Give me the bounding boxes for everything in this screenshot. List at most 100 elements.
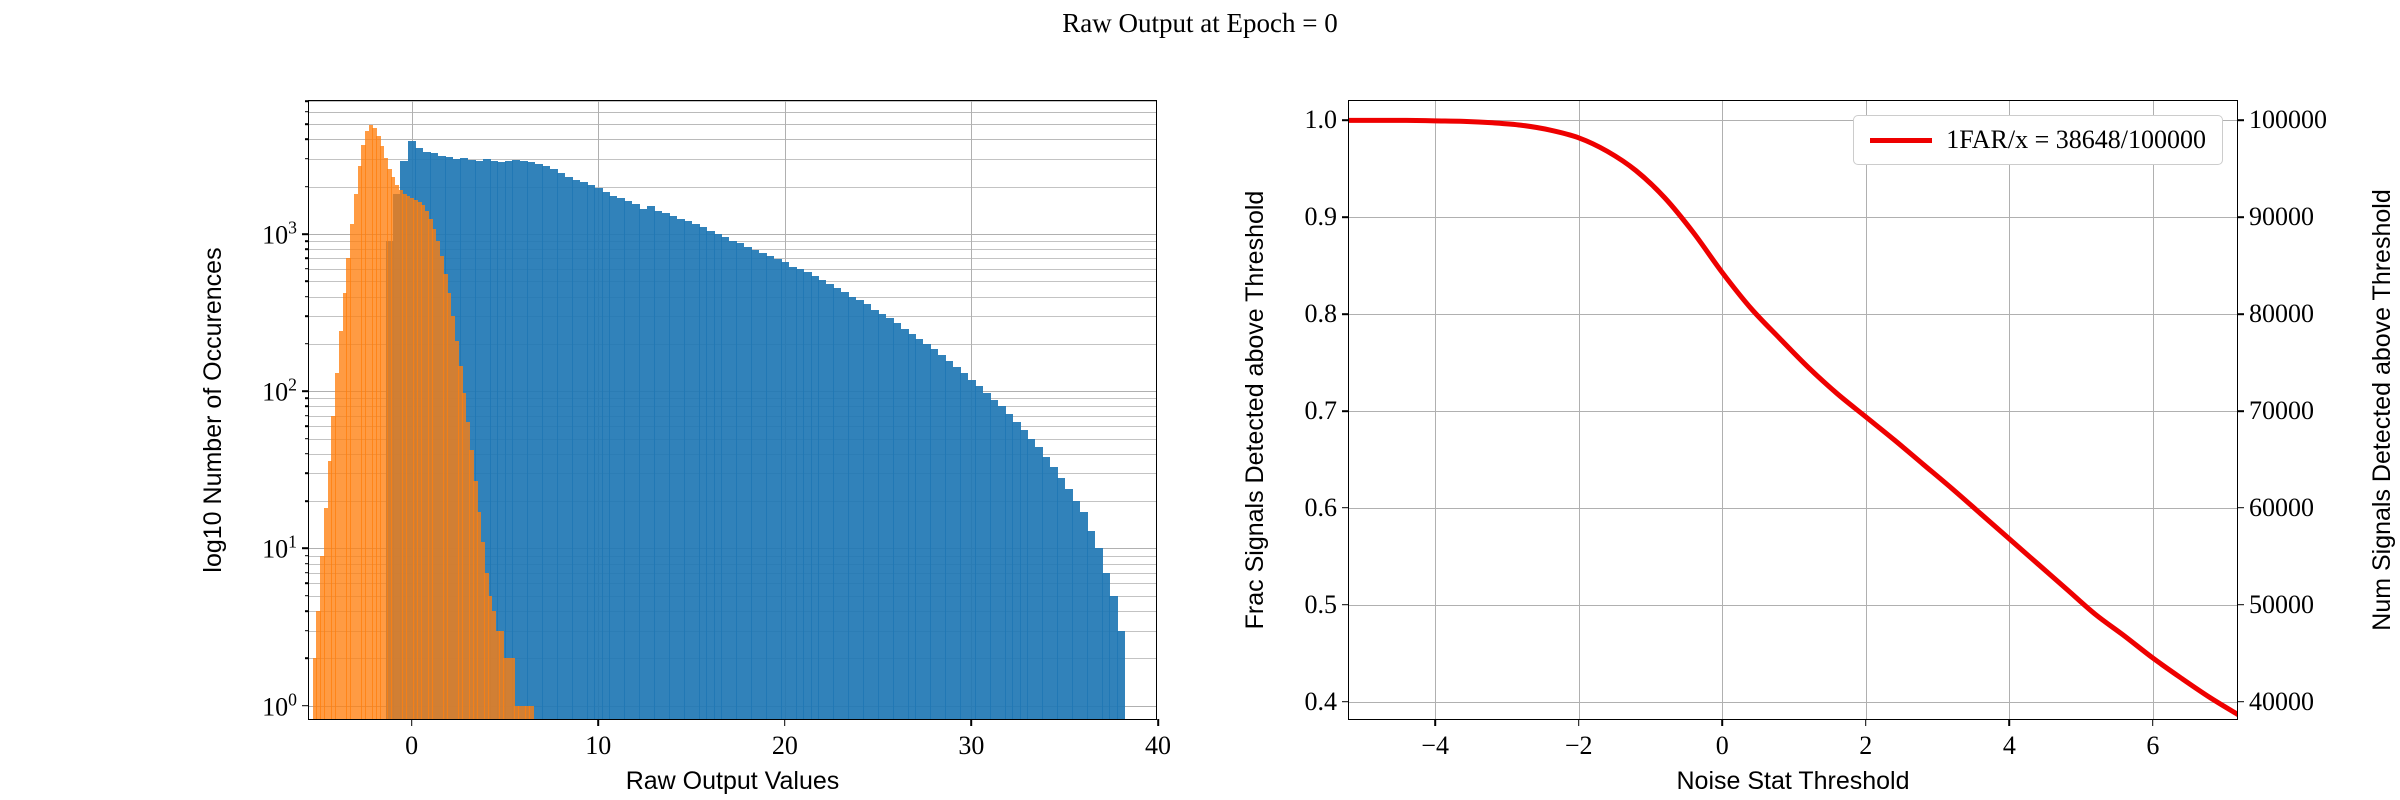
histogram-axes: 100 101 102 103 0 10 20 30 40 Raw Output Values (262, 100, 1171, 795)
y-tick-mark (1342, 603, 1349, 606)
histogram-bar (810, 276, 819, 719)
histogram-bar (350, 224, 355, 719)
histogram-bar (480, 541, 485, 719)
y-tick-mark-minor (305, 240, 309, 242)
histogram-bar (982, 392, 991, 719)
y-tick-label-right: 70000 (2249, 396, 2314, 425)
histogram-bar (930, 349, 939, 719)
y-tick-mark-minor (305, 572, 309, 574)
x-tick-label: 6 (2146, 731, 2160, 760)
y-tick-mark-minor (305, 562, 309, 565)
histogram-bar (346, 258, 351, 719)
histogram-bar (773, 259, 782, 719)
histogram-bar (818, 279, 827, 719)
histogram-bar (391, 177, 396, 719)
gridline-minor (309, 158, 1156, 160)
histogram-bar (1102, 572, 1111, 719)
x-tick-mark (410, 719, 413, 726)
histogram-bar (676, 218, 685, 719)
y-tick-mark-minor (305, 343, 309, 345)
histogram-bar (476, 512, 482, 719)
histogram-bar (398, 190, 403, 719)
legend-line-swatch (1870, 137, 1933, 143)
y-tick-mark-minor (305, 123, 309, 125)
y-tick-mark-minor (305, 315, 309, 317)
gridline-minor (309, 101, 1156, 102)
histogram-bar (706, 230, 715, 719)
histogram-bar (1094, 548, 1103, 719)
histogram-bar (1064, 488, 1073, 719)
y-tick-mark-minor (305, 110, 309, 113)
y-tick-mark-minor (305, 414, 309, 417)
histogram-bar (945, 361, 954, 719)
x-tick-label: −2 (1564, 731, 1593, 760)
histogram-bar (781, 262, 790, 719)
histogram-bar (420, 205, 426, 719)
histogram-bar (654, 210, 663, 719)
y-tick-mark (1342, 410, 1349, 412)
histogram-bar (736, 243, 745, 719)
histogram-bar (990, 399, 999, 719)
y-tick-mark-right (2237, 313, 2244, 315)
histogram-bar (549, 168, 558, 719)
histogram-bar (1019, 429, 1028, 719)
gridline-vertical (2009, 101, 2011, 719)
histogram-bar (312, 658, 318, 719)
y-tick-mark-right (2237, 216, 2244, 219)
histogram-bar (601, 191, 610, 719)
y-tick-label-right: 50000 (2249, 589, 2314, 619)
histogram-bar (428, 218, 433, 719)
x-tick-label: 0 (405, 731, 419, 760)
y-tick-label: 1.0 (1304, 105, 1338, 135)
histogram-bar (506, 658, 512, 719)
y-tick-mark-minor (305, 248, 309, 250)
y-tick-mark-minor (305, 397, 309, 400)
y-tick-mark-minor (305, 657, 309, 660)
efficiency-legend: 1FAR/x = 38648/100000 (1853, 115, 2223, 165)
y-tick-label: 103 (262, 217, 297, 250)
histogram-bar (467, 160, 476, 719)
histogram-bar (639, 208, 648, 719)
histogram-bar (721, 237, 730, 719)
y-tick-label-right: 40000 (2249, 686, 2314, 716)
histogram-bar (454, 340, 459, 719)
efficiency-right-y-axis-label: Num Signals Detected above Threshold (2368, 189, 2396, 631)
histogram-bar (462, 392, 467, 719)
histogram-bar (482, 159, 491, 719)
histogram-bar (572, 180, 581, 719)
gridline-horizontal (1349, 701, 2237, 703)
x-tick-label: 10 (585, 731, 612, 760)
histogram-bar (952, 367, 961, 719)
histogram-bar (893, 323, 902, 719)
y-tick-mark-minor (305, 582, 309, 585)
histogram-bar (512, 160, 521, 719)
y-tick-mark-minor (305, 257, 309, 260)
histogram-bar (342, 293, 347, 719)
histogram-bar (338, 331, 344, 719)
histogram-bar (684, 221, 693, 719)
histogram-bar (840, 291, 849, 719)
histogram-bar (870, 309, 879, 719)
efficiency-plot-area (1349, 101, 2237, 719)
histogram-bar (728, 241, 737, 719)
y-tick-label: 0.6 (1304, 492, 1338, 522)
x-tick-label: 30 (958, 731, 985, 760)
histogram-bar (435, 241, 441, 719)
histogram-bar (915, 338, 924, 719)
y-tick-mark-minor (305, 100, 309, 102)
y-tick-mark (302, 233, 309, 235)
histogram-bar (1072, 501, 1081, 719)
gridline-vertical (1865, 101, 1867, 719)
histogram-bar (691, 224, 700, 719)
y-tick-mark-minor (305, 554, 309, 557)
x-tick-label: 0 (1715, 731, 1729, 760)
efficiency-x-axis-label: Noise Stat Threshold (1676, 767, 1910, 795)
histogram-bar (525, 705, 530, 719)
y-tick-label: 0.9 (1304, 202, 1338, 232)
x-tick-label: −4 (1421, 731, 1449, 760)
histogram-bar (503, 658, 508, 719)
y-tick-mark-minor (305, 405, 309, 408)
histogram-bar (1027, 438, 1036, 719)
gridline-vertical (1578, 101, 1580, 719)
gridline-minor (309, 111, 1156, 113)
